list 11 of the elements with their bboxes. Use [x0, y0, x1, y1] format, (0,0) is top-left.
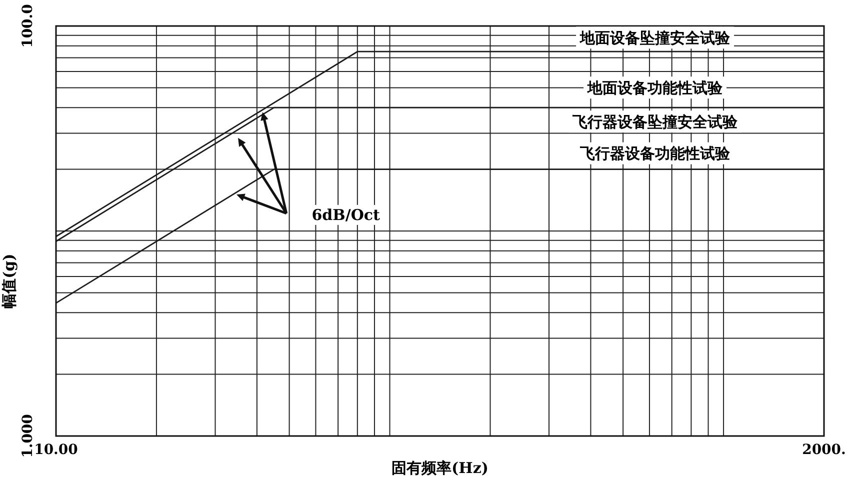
x-tick-label: 10.00	[34, 442, 78, 458]
annotation: 地面设备坠撞安全试验	[579, 28, 732, 47]
y-tick-label: 100.0	[20, 4, 36, 48]
x-axis-title: 固有频率(Hz)	[392, 459, 488, 477]
x-tick-label: 2000.	[802, 442, 846, 458]
annotation: 6dB/Oct	[312, 206, 380, 224]
annotation: 飞行器设备功能性试验	[579, 144, 732, 163]
annotation: 飞行器设备坠撞安全试验	[572, 112, 739, 131]
y-tick-label: 1.000	[20, 414, 36, 458]
y-axis-title: 幅值(g)	[0, 254, 18, 308]
annotation: 地面设备功能性试验	[586, 78, 724, 97]
